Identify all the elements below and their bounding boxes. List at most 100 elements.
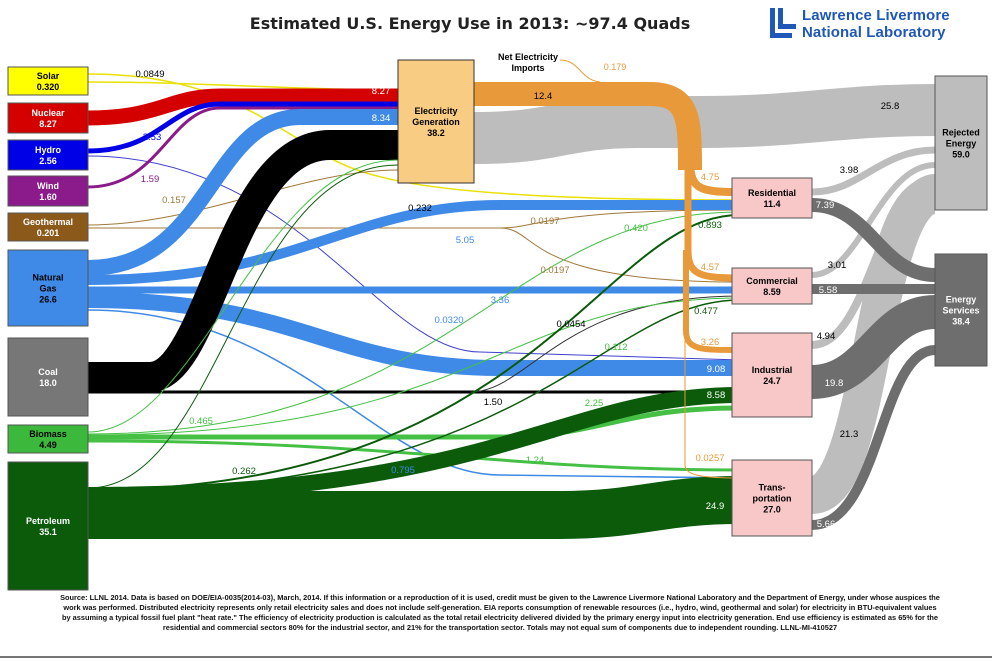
source-value-biomass: 4.49 bbox=[39, 440, 57, 450]
flow-label-com-serv: 5.58 bbox=[819, 285, 838, 296]
source-value-hydro: 2.56 bbox=[39, 156, 57, 166]
flow-bio-res bbox=[87, 211, 741, 435]
flow-label-elec-res: 4.75 bbox=[701, 172, 720, 183]
flow-bio-elec bbox=[87, 159, 399, 433]
sink-box-services bbox=[934, 253, 988, 367]
electricity-value: 38.2 bbox=[427, 128, 445, 138]
flow-label-bio-com: 0.112 bbox=[604, 342, 627, 353]
source-name-wind: Wind bbox=[37, 181, 59, 191]
flow-bands bbox=[87, 59, 940, 539]
sector-box-industrial bbox=[731, 332, 813, 418]
flow-coal-com bbox=[469, 295, 741, 393]
flow-label-hydro-2: 2.53 bbox=[143, 132, 162, 143]
source-name-biomass: Biomass bbox=[29, 429, 67, 439]
sink-name-rejected: Energy bbox=[946, 139, 977, 149]
sink-name-services: Services bbox=[942, 306, 979, 316]
source-name-petroleum: Petroleum bbox=[26, 516, 70, 526]
source-value-geothermal: 0.201 bbox=[37, 228, 60, 238]
flow-label-elec-ind: 3.26 bbox=[701, 337, 720, 348]
flow-label-bio-ind: 2.25 bbox=[585, 398, 604, 409]
source-name-geothermal: Geothermal bbox=[23, 217, 73, 227]
flow-label-hydro-elec: 8.34 bbox=[372, 113, 391, 124]
flow-label-res-rej: 3.98 bbox=[840, 165, 859, 176]
flow-pet-ind bbox=[87, 387, 741, 503]
sector-name-transportation: portation bbox=[753, 494, 792, 504]
flow-bio-com bbox=[87, 297, 741, 436]
source-value-petroleum: 35.1 bbox=[39, 527, 57, 537]
flow-elec-res bbox=[686, 159, 741, 196]
flow-label-trans-rej: 21.3 bbox=[840, 429, 859, 440]
flow-geo bbox=[88, 209, 741, 229]
source-box-solar bbox=[7, 66, 89, 96]
flow-hydro bbox=[87, 101, 398, 154]
electricity-name-2: Generation bbox=[412, 117, 460, 127]
flow-elec-out bbox=[474, 82, 702, 171]
flow-label-trans-serv: 5.66 bbox=[817, 519, 836, 530]
source-box-geothermal bbox=[7, 212, 89, 242]
flow-label-geo-res: 0.0197 bbox=[530, 216, 559, 227]
llnl-logo: Lawrence Livermore National Laboratory bbox=[770, 6, 985, 42]
source-note: Source: LLNL 2014. Data is based on DOE/… bbox=[60, 593, 940, 632]
flow-com-rejected bbox=[811, 162, 936, 278]
flow-res-rejected bbox=[811, 146, 936, 196]
flow-ind-services bbox=[810, 295, 937, 399]
sector-value-commercial: 8.59 bbox=[763, 287, 781, 297]
flow-coal-elec bbox=[88, 130, 398, 392]
flow-label-coal-elec: 16.5 bbox=[372, 139, 391, 150]
sink-name-rejected: Rejected bbox=[942, 128, 980, 138]
flow-nuclear bbox=[87, 88, 398, 126]
flow-label-elec-rejected: 25.8 bbox=[881, 101, 900, 112]
flow-res-services bbox=[811, 198, 936, 282]
flow-label-bio-res: 0.420 bbox=[624, 223, 648, 234]
sink-box-rejected bbox=[934, 75, 988, 211]
page-title: Estimated U.S. Energy Use in 2013: ~97.4… bbox=[249, 14, 691, 33]
flow-pet-elec bbox=[87, 164, 399, 489]
flow-label-ind-serv: 19.8 bbox=[825, 378, 844, 389]
flow-gas-res bbox=[87, 200, 740, 285]
source-box-biomass bbox=[7, 424, 89, 454]
flow-label-ind-rej: 4.94 bbox=[817, 331, 836, 342]
flow-label-gas-ind: 9.08 bbox=[707, 364, 726, 375]
sector-value-transportation: 27.0 bbox=[763, 505, 781, 515]
source-name-natural-gas: Natural bbox=[32, 273, 63, 283]
flow-label-res-serv: 7.39 bbox=[816, 200, 835, 211]
llnl-logo-icon bbox=[770, 8, 796, 38]
flow-label-pet-ind: 8.58 bbox=[707, 390, 726, 401]
source-name-hydro: Hydro bbox=[35, 145, 62, 155]
flow-label-bio-trans: 1.24 bbox=[526, 455, 545, 466]
logo-line-1: Lawrence Livermore bbox=[802, 7, 950, 24]
source-box-nuclear bbox=[7, 102, 89, 134]
sink-value-services: 38.4 bbox=[952, 317, 970, 327]
flow-label-pet-com: 0.477 bbox=[694, 306, 718, 317]
source-value-wind: 1.60 bbox=[39, 192, 57, 202]
source-value-solar: 0.320 bbox=[37, 82, 60, 92]
source-value-natural-gas: 26.6 bbox=[39, 295, 57, 305]
source-name-natural-gas: Gas bbox=[39, 284, 56, 294]
flow-label-gas-com: 3.36 bbox=[491, 295, 510, 306]
flow-label-elec-com: 4.57 bbox=[701, 262, 720, 273]
flow-pet-res bbox=[87, 214, 741, 491]
flow-pet-trans bbox=[88, 476, 741, 539]
nodes-layer: Solar0.320Nuclear8.27Hydro2.56Wind1.60Ge… bbox=[7, 59, 988, 591]
source-box-hydro bbox=[7, 139, 89, 171]
flow-elec-rejected bbox=[473, 84, 936, 164]
flow-label-bio-elec: 0.465 bbox=[189, 416, 213, 427]
logo-line-2: National Laboratory bbox=[802, 24, 946, 41]
source-box-wind bbox=[7, 175, 89, 207]
sink-name-services: Energy bbox=[946, 295, 977, 305]
flow-label-pet-elec: 0.262 bbox=[232, 466, 256, 477]
imports-value: 0.179 bbox=[604, 62, 627, 72]
